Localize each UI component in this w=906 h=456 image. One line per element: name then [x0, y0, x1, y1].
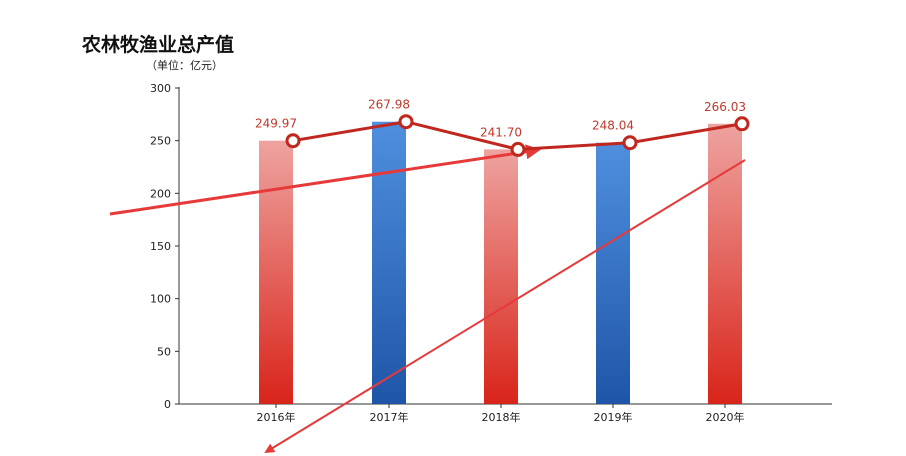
- bar: [708, 123, 742, 404]
- y-tick-label: 0: [164, 398, 171, 411]
- bar: [259, 140, 293, 404]
- y-tick-label: 50: [157, 345, 171, 358]
- y-tick-label: 300: [150, 82, 171, 95]
- line-point: [622, 135, 638, 151]
- y-tick-label: 250: [150, 135, 171, 148]
- trend-line: [285, 114, 750, 157]
- data-label: 248.04: [592, 119, 634, 133]
- data-labels: 249.97 267.98 241.70 248.04 266.03: [255, 98, 746, 140]
- data-label: 266.03: [704, 100, 746, 114]
- bar: [596, 142, 630, 404]
- x-tick-label: 2020年: [706, 410, 745, 424]
- x-tick-label: 2016年: [257, 410, 296, 424]
- chart-title: 农林牧渔业总产值: [82, 34, 235, 56]
- bars: [259, 121, 742, 405]
- y-tick-label: 200: [150, 187, 171, 200]
- bar: [484, 149, 518, 404]
- data-label: 249.97: [255, 117, 297, 131]
- annotation-arrows: [109, 144, 746, 454]
- x-axis: 2016年 2017年 2018年 2019年 2020年: [257, 404, 745, 424]
- data-label: 267.98: [368, 98, 410, 112]
- x-tick-label: 2017年: [370, 410, 409, 424]
- line-point: [398, 114, 414, 130]
- y-tick-label: 100: [150, 293, 171, 306]
- x-tick-label: 2018年: [482, 410, 521, 424]
- line-point: [510, 141, 526, 157]
- line-point: [734, 116, 750, 132]
- annotation-arrow-1: [109, 144, 541, 216]
- data-label: 241.70: [480, 125, 522, 139]
- bar: [372, 121, 406, 405]
- y-axis: 0 50 100 150 200 250 300: [150, 82, 179, 411]
- line-point: [285, 133, 301, 149]
- unit-label: （单位：亿元）: [146, 59, 223, 72]
- annotation-arrow-2: [264, 159, 746, 454]
- y-tick-label: 150: [150, 240, 171, 253]
- x-tick-label: 2019年: [594, 410, 633, 424]
